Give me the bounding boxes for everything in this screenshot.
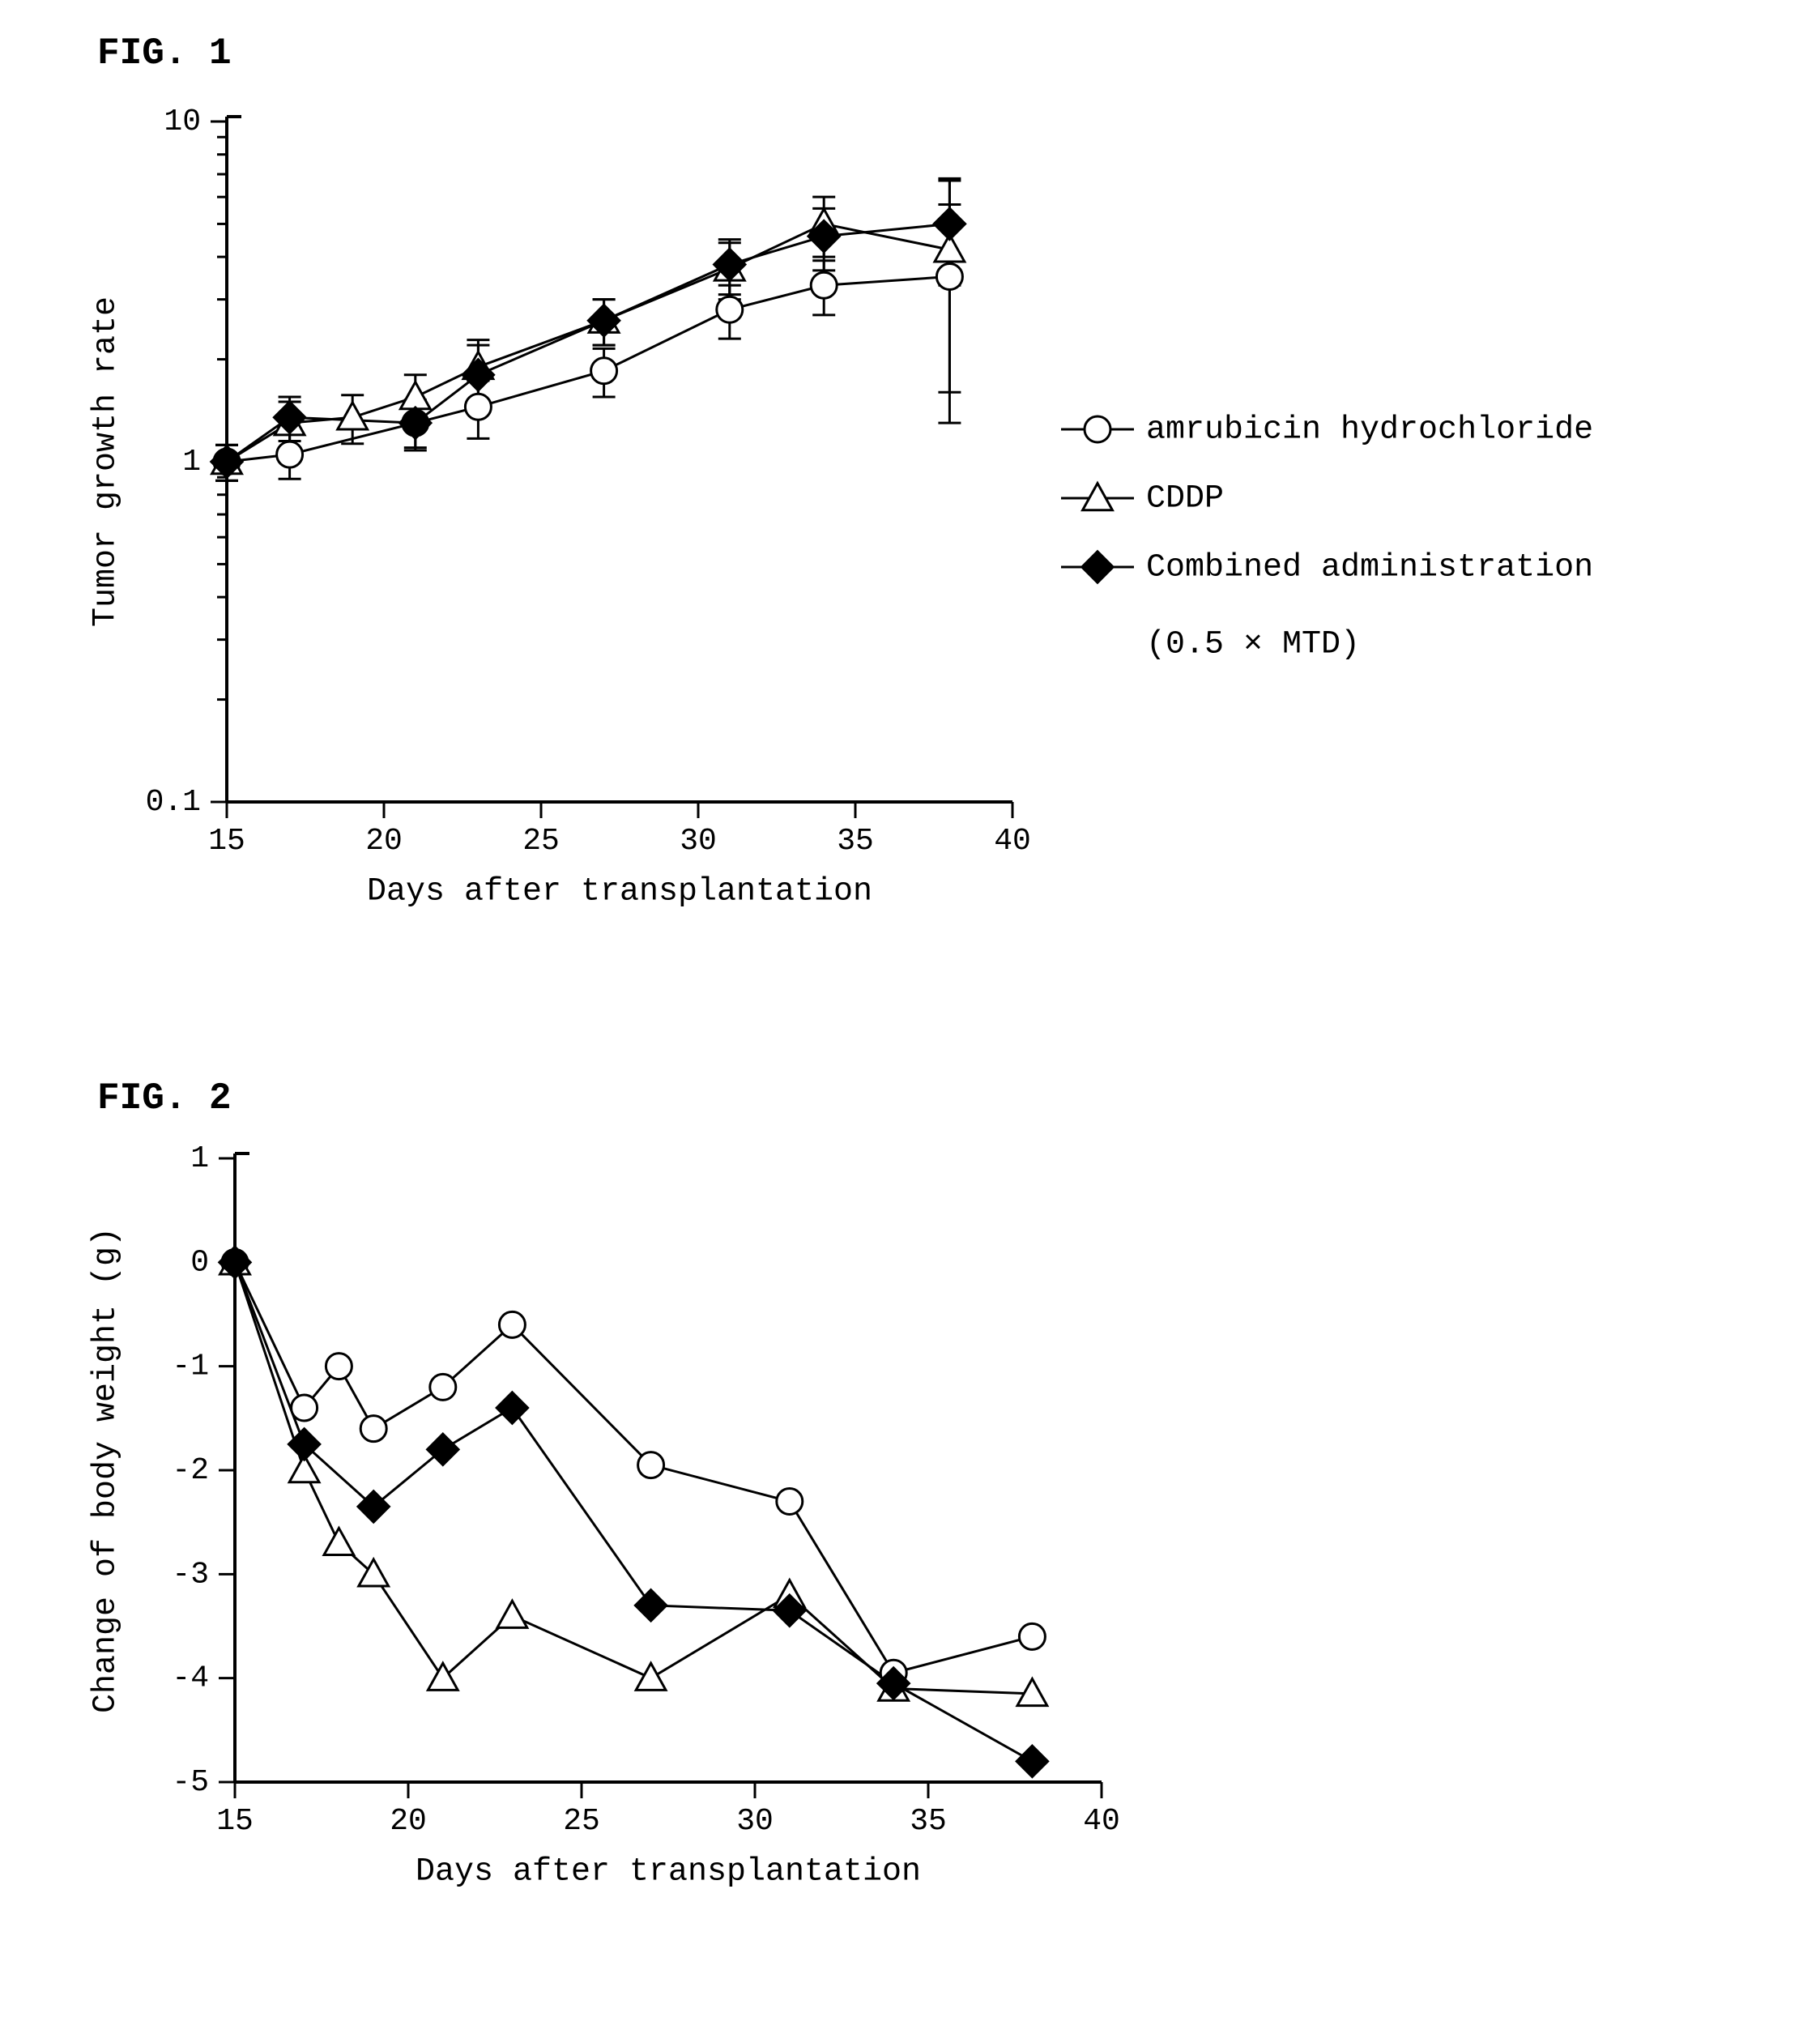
svg-text:35: 35 <box>910 1804 947 1839</box>
svg-text:10: 10 <box>164 104 201 139</box>
svg-text:20: 20 <box>390 1804 427 1839</box>
svg-text:-3: -3 <box>172 1557 209 1592</box>
fig2-label: FIG. 2 <box>97 1077 232 1119</box>
svg-text:Change of body weight (g): Change of body weight (g) <box>88 1227 125 1713</box>
svg-text:Tumor growth rate: Tumor growth rate <box>88 296 125 627</box>
svg-text:amrubicin hydrochloride: amrubicin hydrochloride <box>1146 412 1593 449</box>
svg-text:40: 40 <box>1083 1804 1120 1839</box>
svg-text:0: 0 <box>190 1245 209 1280</box>
chart-fig1: 0.1 1 10 15 20 25 30 35 40 Days after transplanta… <box>49 89 1750 988</box>
svg-text:(0.5 × MTD): (0.5 × MTD) <box>1146 627 1360 663</box>
fig1-label: FIG. 1 <box>97 32 232 75</box>
svg-text:Combined administration: Combined administration <box>1146 550 1593 586</box>
svg-text:30: 30 <box>736 1804 774 1839</box>
svg-text:-4: -4 <box>172 1661 209 1696</box>
svg-text:20: 20 <box>365 824 403 859</box>
svg-text:25: 25 <box>522 824 560 859</box>
svg-text:15: 15 <box>208 824 245 859</box>
chart-fig2: -5 -4 -3 -2 -1 0 1 15 20 25 30 35 40 Days after trans… <box>49 1134 1264 1944</box>
svg-text:35: 35 <box>837 824 874 859</box>
svg-text:1: 1 <box>182 445 201 480</box>
svg-text:-2: -2 <box>172 1453 209 1488</box>
svg-text:25: 25 <box>563 1804 600 1839</box>
svg-text:0.1: 0.1 <box>146 785 201 820</box>
svg-text:-1: -1 <box>172 1350 209 1384</box>
svg-text:1: 1 <box>190 1141 209 1176</box>
svg-text:Days after transplantation: Days after transplantation <box>367 874 872 910</box>
svg-text:CDDP: CDDP <box>1146 481 1224 518</box>
svg-text:30: 30 <box>680 824 717 859</box>
svg-text:15: 15 <box>216 1804 254 1839</box>
svg-text:Days after transplantation: Days after transplantation <box>416 1854 921 1891</box>
svg-text:40: 40 <box>994 824 1031 859</box>
page: FIG. 1 0.1110152025303540Days after tran… <box>0 0 1820 2017</box>
svg-text:-5: -5 <box>172 1765 209 1800</box>
